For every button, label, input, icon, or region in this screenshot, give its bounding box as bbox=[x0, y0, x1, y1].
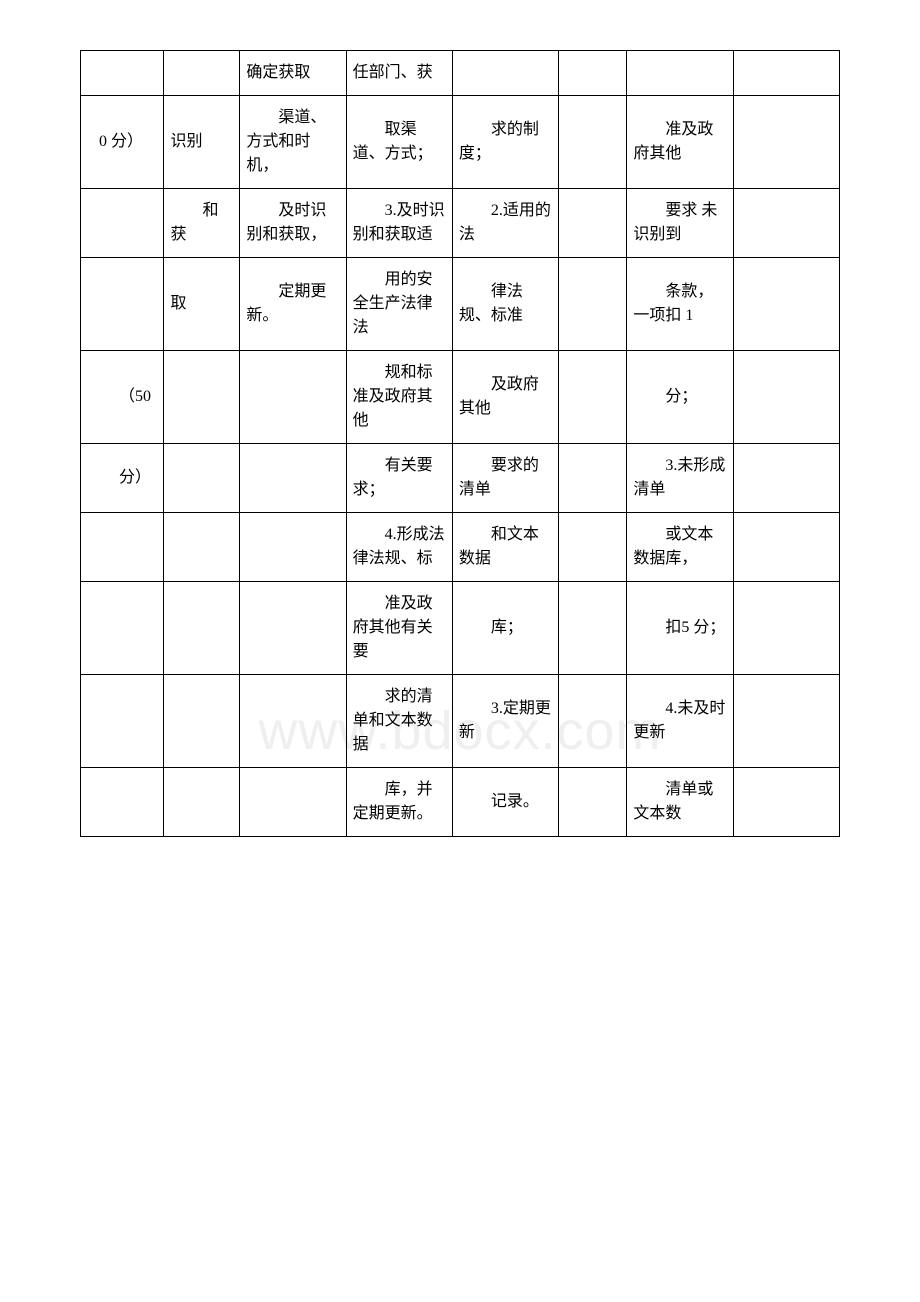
cell bbox=[452, 51, 558, 96]
cell: 或文本数据库， bbox=[627, 513, 733, 582]
cell bbox=[240, 582, 346, 675]
cell bbox=[240, 351, 346, 444]
cell bbox=[559, 768, 627, 837]
cell: （50 bbox=[81, 351, 164, 444]
table-row: 分） 有关要求； 要求的清单 3.未形成清单 bbox=[81, 444, 840, 513]
cell: 2.适用的法 bbox=[452, 189, 558, 258]
cell bbox=[733, 189, 839, 258]
cell bbox=[240, 768, 346, 837]
cell bbox=[627, 51, 733, 96]
cell: 用的安全生产法律法 bbox=[346, 258, 452, 351]
cell bbox=[240, 675, 346, 768]
table-row: 和获 及时识别和获取， 3.及时识别和获取适 2.适用的法 要求 未识别到 bbox=[81, 189, 840, 258]
cell: 及时识别和获取， bbox=[240, 189, 346, 258]
cell bbox=[733, 675, 839, 768]
cell bbox=[559, 189, 627, 258]
cell: 3.定期更新 bbox=[452, 675, 558, 768]
cell: 0 分） bbox=[81, 96, 164, 189]
cell bbox=[733, 768, 839, 837]
cell: 3.及时识别和获取适 bbox=[346, 189, 452, 258]
table-row: 准及政府其他有关要 库； 扣5 分； bbox=[81, 582, 840, 675]
cell: 条款，一项扣 1 bbox=[627, 258, 733, 351]
cell bbox=[164, 51, 240, 96]
cell: 分； bbox=[627, 351, 733, 444]
cell: 要求的清单 bbox=[452, 444, 558, 513]
cell bbox=[81, 51, 164, 96]
cell bbox=[733, 444, 839, 513]
cell bbox=[559, 444, 627, 513]
cell bbox=[164, 675, 240, 768]
cell: 定期更新。 bbox=[240, 258, 346, 351]
cell bbox=[164, 351, 240, 444]
cell: 库，并定期更新。 bbox=[346, 768, 452, 837]
cell bbox=[559, 675, 627, 768]
table-row: 确定获取 任部门、获 bbox=[81, 51, 840, 96]
cell bbox=[81, 189, 164, 258]
cell: 确定获取 bbox=[240, 51, 346, 96]
cell: 准及政府其他有关要 bbox=[346, 582, 452, 675]
table-row: 4.形成法律法规、标 和文本数据 或文本数据库， bbox=[81, 513, 840, 582]
cell bbox=[164, 444, 240, 513]
cell: 渠道、方式和时机， bbox=[240, 96, 346, 189]
cell bbox=[733, 351, 839, 444]
cell: 记录。 bbox=[452, 768, 558, 837]
cell: 规和标准及政府其他 bbox=[346, 351, 452, 444]
cell: 取渠道、方式； bbox=[346, 96, 452, 189]
cell: 4.未及时更新 bbox=[627, 675, 733, 768]
table-row: 取 定期更新。 用的安全生产法律法 律法规、标准 条款，一项扣 1 bbox=[81, 258, 840, 351]
cell bbox=[81, 768, 164, 837]
cell bbox=[81, 258, 164, 351]
cell: 有关要求； bbox=[346, 444, 452, 513]
cell bbox=[559, 258, 627, 351]
cell bbox=[733, 51, 839, 96]
cell: 准及政府其他 bbox=[627, 96, 733, 189]
cell: 和获 bbox=[164, 189, 240, 258]
cell: 库； bbox=[452, 582, 558, 675]
cell: 及政府其他 bbox=[452, 351, 558, 444]
cell bbox=[559, 351, 627, 444]
cell: 4.形成法律法规、标 bbox=[346, 513, 452, 582]
cell: 分） bbox=[81, 444, 164, 513]
cell bbox=[164, 513, 240, 582]
cell bbox=[81, 675, 164, 768]
cell bbox=[164, 768, 240, 837]
cell bbox=[733, 582, 839, 675]
cell: 求的制度； bbox=[452, 96, 558, 189]
cell bbox=[559, 582, 627, 675]
table-row: 求的清单和文本数据 3.定期更新 4.未及时更新 bbox=[81, 675, 840, 768]
cell bbox=[240, 444, 346, 513]
cell: 取 bbox=[164, 258, 240, 351]
cell: 任部门、获 bbox=[346, 51, 452, 96]
cell: 要求 未识别到 bbox=[627, 189, 733, 258]
table-row: 0 分） 识别 渠道、方式和时机， 取渠道、方式； 求的制度； 准及政府其他 bbox=[81, 96, 840, 189]
cell: 律法规、标准 bbox=[452, 258, 558, 351]
cell: 3.未形成清单 bbox=[627, 444, 733, 513]
cell bbox=[559, 51, 627, 96]
cell bbox=[733, 96, 839, 189]
cell bbox=[81, 513, 164, 582]
cell: 和文本数据 bbox=[452, 513, 558, 582]
cell bbox=[733, 513, 839, 582]
table-row: 库，并定期更新。 记录。 清单或文本数 bbox=[81, 768, 840, 837]
cell bbox=[559, 96, 627, 189]
cell bbox=[164, 582, 240, 675]
cell bbox=[81, 582, 164, 675]
cell bbox=[240, 513, 346, 582]
cell bbox=[559, 513, 627, 582]
cell bbox=[733, 258, 839, 351]
table-row: （50 规和标准及政府其他 及政府其他 分； bbox=[81, 351, 840, 444]
cell: 扣5 分； bbox=[627, 582, 733, 675]
cell: 识别 bbox=[164, 96, 240, 189]
table-body: 确定获取 任部门、获 0 分） 识别 渠道、方式和时机， 取渠道、方式； 求的制… bbox=[81, 51, 840, 837]
cell: 清单或文本数 bbox=[627, 768, 733, 837]
evaluation-table: 确定获取 任部门、获 0 分） 识别 渠道、方式和时机， 取渠道、方式； 求的制… bbox=[80, 50, 840, 837]
cell: 求的清单和文本数据 bbox=[346, 675, 452, 768]
